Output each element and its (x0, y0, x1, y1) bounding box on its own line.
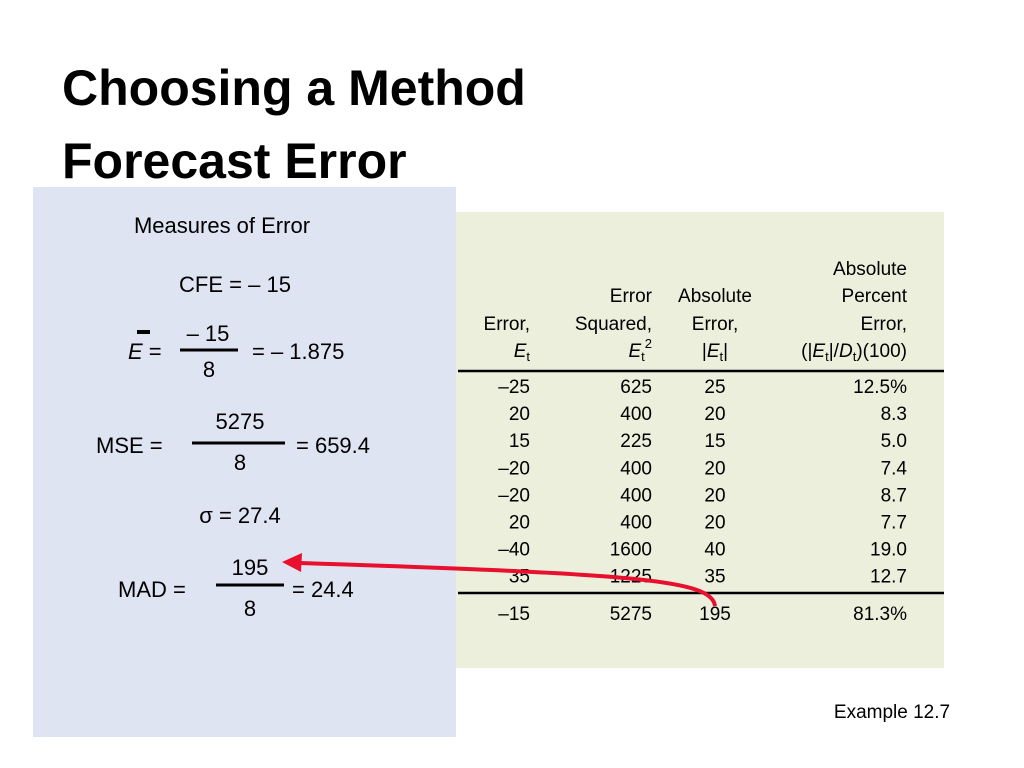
result: = 24.4 (292, 577, 354, 602)
symbol: D (839, 341, 853, 362)
table-cell: 625 (620, 377, 652, 398)
table-cell: 20 (704, 485, 725, 506)
table-cell: 195 (699, 604, 731, 625)
table-cell: 20 (704, 458, 725, 479)
symbol: E (812, 341, 825, 362)
result: = 659.4 (296, 433, 370, 458)
table-cell: 15 (509, 431, 530, 452)
superscript: 2 (645, 336, 652, 351)
header-text: Error, (484, 314, 530, 335)
mad-label: MAD = (118, 577, 186, 602)
table-cell: 400 (620, 513, 652, 534)
table-cell: 400 (620, 485, 652, 506)
table-cell: –20 (498, 458, 530, 479)
table-cell: 20 (509, 404, 530, 425)
header-text: Et (514, 341, 531, 364)
table-cell: 5275 (610, 604, 652, 625)
table-cell: 7.4 (881, 458, 908, 479)
symbol: E (707, 341, 720, 362)
subscript: t (720, 349, 724, 364)
symbol: E (628, 341, 641, 362)
eq: = (143, 339, 162, 364)
numerator: – 15 (187, 321, 230, 346)
bar: | (702, 341, 707, 362)
numerator: 5275 (216, 409, 265, 434)
table-cell: 12.5% (853, 377, 907, 398)
numerator: 195 (232, 555, 269, 580)
denominator: 8 (244, 596, 256, 621)
table-cell: 35 (704, 567, 725, 588)
title-line: Choosing a Method (62, 60, 526, 116)
subscript: t (526, 349, 530, 364)
table-cell: –40 (498, 540, 530, 561)
table-cell: 400 (620, 404, 652, 425)
cfe: CFE = – 15 (179, 272, 291, 297)
table-cell: 20 (704, 404, 725, 425)
table-cell: 20 (509, 513, 530, 534)
denominator: 8 (234, 450, 246, 475)
subscript: t (853, 349, 857, 364)
table-cell: –25 (498, 377, 530, 398)
table-cell: 81.3% (853, 604, 907, 625)
sigma: σ = 27.4 (199, 503, 280, 528)
table-cell: –15 (498, 604, 530, 625)
table-cell: 5.0 (881, 431, 907, 452)
footer: Example 12.7 (834, 702, 950, 723)
mse-label: MSE = (96, 433, 163, 458)
header-text: Error (610, 286, 653, 307)
measures: Measures of Error CFE = – 15 E = – 15 8 … (96, 213, 370, 621)
table-header: Error, Et Error Squared, Et2 Absolute Er… (484, 259, 908, 364)
table-cell: 15 (704, 431, 725, 452)
header-text: Squared, (575, 314, 652, 335)
title-line: Forecast Error (62, 133, 407, 189)
header-text: (|Et|/Dt)(100) (801, 341, 907, 364)
symbol: E (128, 339, 143, 364)
arrow (282, 553, 717, 607)
header-text: Absolute (678, 286, 752, 307)
table-cell: 400 (620, 458, 652, 479)
header-text: |Et| (702, 341, 728, 364)
table-cell: –20 (498, 485, 530, 506)
table-cell: 19.0 (870, 540, 907, 561)
ebar-label: E = (128, 339, 162, 364)
header-text: Percent (842, 286, 908, 307)
divide: |/ (829, 341, 840, 362)
subscript: t (825, 349, 829, 364)
header-text: Error, (861, 314, 907, 335)
header-text: Et2 (628, 336, 652, 364)
table-body: –25 625 25 12.5% 20 400 20 8.3 15 225 15 5.0 –20 400 2… (498, 377, 907, 625)
table-cell: 40 (704, 540, 725, 561)
table-cell: 1600 (610, 540, 652, 561)
table-cell: 225 (620, 431, 652, 452)
paren: (| (801, 341, 812, 362)
arrow-line (299, 561, 717, 607)
table-cell: 20 (704, 513, 725, 534)
table-cell: 8.3 (881, 404, 907, 425)
result: = – 1.875 (252, 339, 344, 364)
heading: Measures of Error (134, 213, 310, 238)
table-cell: 12.7 (870, 567, 907, 588)
paren: )(100) (856, 341, 907, 362)
table-cell: 7.7 (881, 513, 907, 534)
measures-panel (33, 187, 456, 737)
bar: | (723, 341, 728, 362)
bar-symbol (137, 330, 150, 334)
table-cell: 25 (704, 377, 725, 398)
table-cell: 8.7 (881, 485, 907, 506)
arrow-head (282, 553, 302, 572)
header-text: Error, (692, 314, 738, 335)
header-text: Absolute (833, 259, 907, 280)
symbol: E (514, 341, 527, 362)
denominator: 8 (203, 357, 215, 382)
subscript: t (641, 349, 645, 364)
